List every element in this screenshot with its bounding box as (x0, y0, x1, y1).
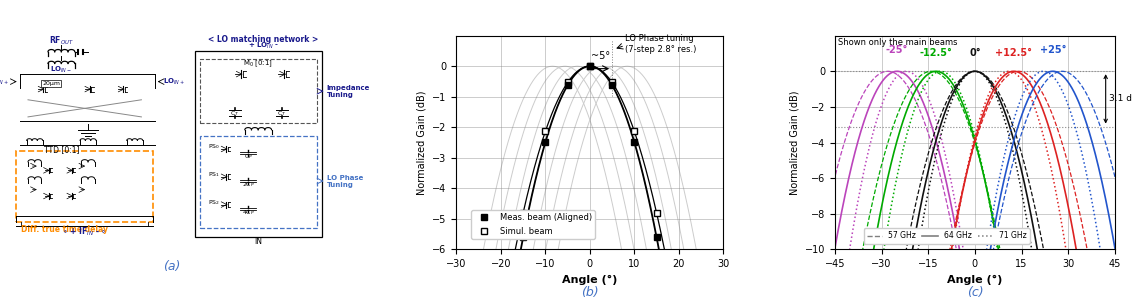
Simul. beam (516, 211, 530, 214)
Text: TTD [0:1]: TTD [0:1] (44, 146, 79, 154)
Text: (c): (c) (967, 286, 984, 297)
Meas. beam (Aligned) (627, 140, 641, 144)
Text: C$_T$: C$_T$ (277, 109, 286, 118)
Text: LO$_{IN-}$: LO$_{IN-}$ (50, 65, 72, 75)
Text: -12.5°: -12.5° (919, 48, 952, 58)
Line: Simul. beam: Simul. beam (477, 64, 704, 297)
Text: 3.1 dB: 3.1 dB (1108, 94, 1132, 103)
Text: Shown only the main beams: Shown only the main beams (838, 38, 958, 47)
Text: < LO matching network >: < LO matching network > (208, 35, 318, 44)
Text: +12.5°: +12.5° (995, 48, 1032, 58)
Text: PS$_2$: PS$_2$ (208, 198, 221, 207)
Meas. beam (Aligned) (583, 64, 597, 68)
Text: (b): (b) (581, 286, 599, 297)
Text: Diff. true time delay: Diff. true time delay (22, 225, 109, 234)
Text: C$_T$: C$_T$ (230, 109, 240, 118)
Meas. beam (Aligned) (606, 83, 619, 87)
Text: RF$_{OUT}$: RF$_{OUT}$ (49, 35, 74, 47)
Text: LO Phase tuning
(7-step 2.8° res.): LO Phase tuning (7-step 2.8° res.) (626, 34, 697, 54)
Simul. beam (539, 129, 552, 133)
Text: LO$_{IN+}$: LO$_{IN+}$ (0, 77, 10, 87)
Simul. beam (606, 81, 619, 84)
Text: 0°: 0° (969, 48, 980, 58)
Meas. beam (Aligned) (560, 83, 574, 87)
Legend: Meas. beam (Aligned), Simul. beam: Meas. beam (Aligned), Simul. beam (471, 210, 595, 239)
Text: -25°: -25° (886, 45, 908, 55)
Legend: 57 GHz, 64 GHz, 71 GHz: 57 GHz, 64 GHz, 71 GHz (864, 228, 1030, 244)
Text: 2C$_P$: 2C$_P$ (241, 180, 255, 189)
Line: Meas. beam (Aligned): Meas. beam (Aligned) (477, 64, 704, 297)
Text: ~5°: ~5° (591, 51, 610, 61)
Text: PS$_0$: PS$_0$ (208, 142, 221, 151)
Y-axis label: Normalized Gain (dB): Normalized Gain (dB) (789, 90, 799, 195)
Meas. beam (Aligned) (650, 236, 663, 239)
Meas. beam (Aligned) (516, 236, 530, 239)
Text: 4C$_P$: 4C$_P$ (241, 208, 255, 217)
Text: (a): (a) (163, 260, 180, 273)
X-axis label: Angle (°): Angle (°) (563, 275, 618, 285)
Text: LO Phase
Tuning: LO Phase Tuning (326, 175, 363, 187)
Simul. beam (560, 81, 574, 84)
Text: +25°: +25° (1039, 45, 1066, 55)
Text: M$_0$ [0:1]: M$_0$ [0:1] (243, 58, 273, 69)
Text: Impedance
Tuning: Impedance Tuning (326, 85, 370, 98)
X-axis label: Angle (°): Angle (°) (947, 275, 1003, 285)
Text: C$_P$: C$_P$ (243, 152, 252, 161)
Meas. beam (Aligned) (539, 140, 552, 144)
Text: $\circ$ + IF$_{IN}$ - $\circ$: $\circ$ + IF$_{IN}$ - $\circ$ (62, 225, 106, 238)
Simul. beam (627, 129, 641, 133)
Text: PS$_1$: PS$_1$ (208, 170, 221, 179)
Text: + LO$_{IN}$ -: + LO$_{IN}$ - (248, 41, 278, 51)
Simul. beam (583, 64, 597, 68)
Text: IN: IN (255, 238, 263, 247)
Y-axis label: Normalized Gain (dB): Normalized Gain (dB) (417, 90, 427, 195)
Text: LO$_{IN+}$: LO$_{IN+}$ (163, 77, 186, 87)
Simul. beam (650, 211, 663, 214)
Text: 20μm: 20μm (42, 80, 60, 86)
